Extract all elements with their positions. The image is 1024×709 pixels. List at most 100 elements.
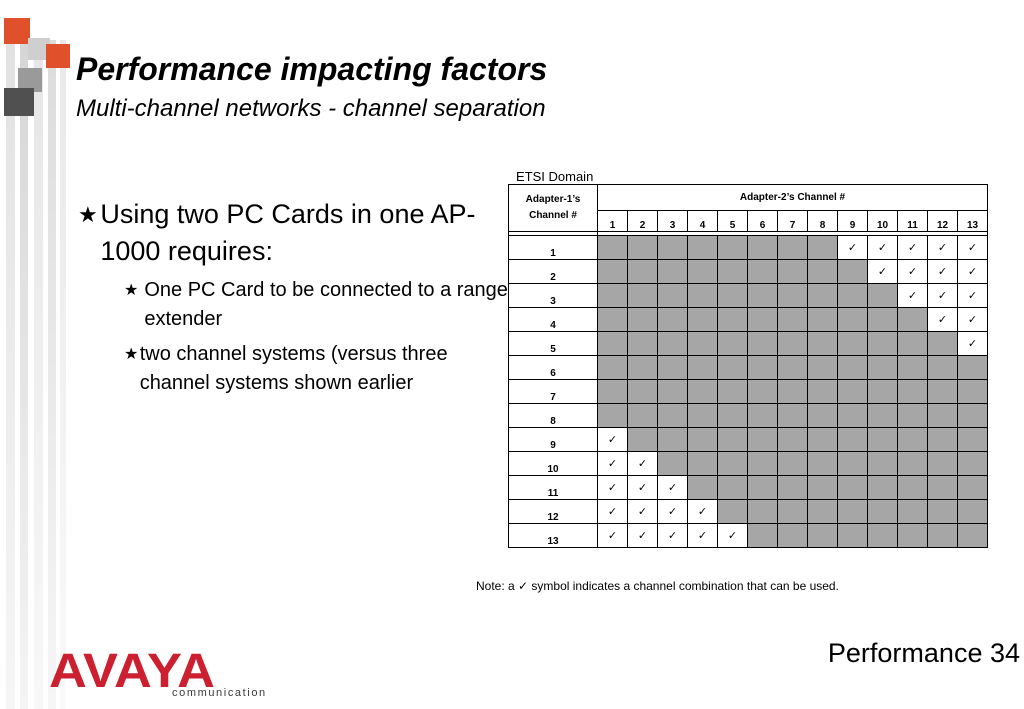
blocked-cell <box>687 427 718 452</box>
blocked-cell <box>777 427 808 452</box>
bullet-main-text: Using two PC Cards in one AP-1000 requir… <box>100 199 476 266</box>
table-row: 10 ✓ ✓ <box>508 451 988 476</box>
blocked-cell <box>837 427 868 452</box>
row-label: 4 <box>508 307 598 332</box>
blocked-cell <box>897 523 928 548</box>
table-row: 11 ✓ ✓ ✓ <box>508 475 988 500</box>
blocked-cell <box>777 475 808 500</box>
table-row: 13 ✓ ✓ ✓ ✓ ✓ <box>508 523 988 548</box>
check-icon: ✓ <box>597 523 628 548</box>
blocked-cell <box>597 259 628 284</box>
blocked-cell <box>867 403 898 428</box>
slide-title: Performance impacting factors <box>76 51 548 87</box>
blocked-cell <box>717 307 748 332</box>
check-icon: ✓ <box>627 451 658 476</box>
blocked-cell <box>897 403 928 428</box>
blocked-cell <box>717 475 748 500</box>
blocked-cell <box>687 403 718 428</box>
check-icon: ✓ <box>837 235 868 260</box>
blocked-cell <box>867 283 898 308</box>
table-row: 12 ✓ ✓ ✓ ✓ <box>508 499 988 524</box>
blocked-cell <box>897 355 928 380</box>
blocked-cell <box>687 307 718 332</box>
blocked-cell <box>927 475 958 500</box>
blocked-cell <box>957 355 988 380</box>
column-label: 7 <box>777 210 808 232</box>
blocked-cell <box>747 379 778 404</box>
blocked-cell <box>717 427 748 452</box>
blocked-cell <box>777 331 808 356</box>
column-label: 3 <box>657 210 688 232</box>
blocked-cell <box>837 499 868 524</box>
sub-bullet: ★ two channel systems (versus three chan… <box>124 340 508 398</box>
blocked-cell <box>687 451 718 476</box>
channel-table: Adapter-1’s Channel # Adapter-2’s Channe… <box>508 184 988 548</box>
row-label: 13 <box>508 523 598 548</box>
check-icon: ✓ <box>597 499 628 524</box>
blocked-cell <box>627 235 658 260</box>
blocked-cell <box>777 451 808 476</box>
blocked-cell <box>837 355 868 380</box>
blocked-cell <box>777 235 808 260</box>
etsi-domain-label: ETSI Domain <box>516 169 594 184</box>
blocked-cell <box>687 475 718 500</box>
row-label: 8 <box>508 403 598 428</box>
star-icon: ★ <box>124 346 139 363</box>
check-icon: ✓ <box>597 427 628 452</box>
blocked-cell <box>747 451 778 476</box>
table-row: 2 ✓ ✓ ✓ ✓ <box>508 259 988 284</box>
blocked-cell <box>807 427 838 452</box>
blocked-cell <box>687 283 718 308</box>
blocked-cell <box>597 331 628 356</box>
blocked-cell <box>927 379 958 404</box>
blocked-cell <box>807 523 838 548</box>
logo-brand-text: AVAYA <box>49 647 215 693</box>
bullet-list: ★ Using two PC Cards in one AP-1000 requ… <box>78 196 508 398</box>
blocked-cell <box>957 427 988 452</box>
blocked-cell <box>927 523 958 548</box>
blocked-cell <box>687 259 718 284</box>
blocked-cell <box>627 379 658 404</box>
blocked-cell <box>837 259 868 284</box>
blocked-cell <box>957 451 988 476</box>
check-icon: ✓ <box>927 307 958 332</box>
blocked-cell <box>807 451 838 476</box>
blocked-cell <box>627 307 658 332</box>
check-icon: ✓ <box>867 259 898 284</box>
blocked-cell <box>807 403 838 428</box>
column-label: 8 <box>807 210 838 232</box>
table-row: 9 ✓ <box>508 427 988 452</box>
blocked-cell <box>777 523 808 548</box>
row-label: 12 <box>508 499 598 524</box>
blocked-cell <box>807 307 838 332</box>
check-icon: ✓ <box>657 499 688 524</box>
blocked-cell <box>837 307 868 332</box>
column-header-label: Adapter-2’s Channel # <box>597 184 988 211</box>
row-label: 7 <box>508 379 598 404</box>
blocked-cell <box>657 379 688 404</box>
table-row: 7 <box>508 379 988 404</box>
blocked-cell <box>867 499 898 524</box>
blocked-cell <box>627 259 658 284</box>
check-icon: ✓ <box>897 283 928 308</box>
blocked-cell <box>717 499 748 524</box>
blocked-cell <box>687 331 718 356</box>
blocked-cell <box>837 403 868 428</box>
blocked-cell <box>747 283 778 308</box>
blocked-cell <box>957 523 988 548</box>
blocked-cell <box>657 283 688 308</box>
blocked-cell <box>807 499 838 524</box>
blocked-cell <box>897 427 928 452</box>
check-icon: ✓ <box>687 499 718 524</box>
spacer-row <box>508 231 988 236</box>
check-icon: ✓ <box>957 331 988 356</box>
star-icon: ★ <box>78 202 98 227</box>
blocked-cell <box>597 379 628 404</box>
blocked-cell <box>897 475 928 500</box>
blocked-cell <box>867 355 898 380</box>
bullet-main: ★ Using two PC Cards in one AP-1000 requ… <box>78 196 508 270</box>
blocked-cell <box>837 523 868 548</box>
blocked-cell <box>687 355 718 380</box>
blocked-cell <box>627 355 658 380</box>
check-icon: ✓ <box>687 523 718 548</box>
